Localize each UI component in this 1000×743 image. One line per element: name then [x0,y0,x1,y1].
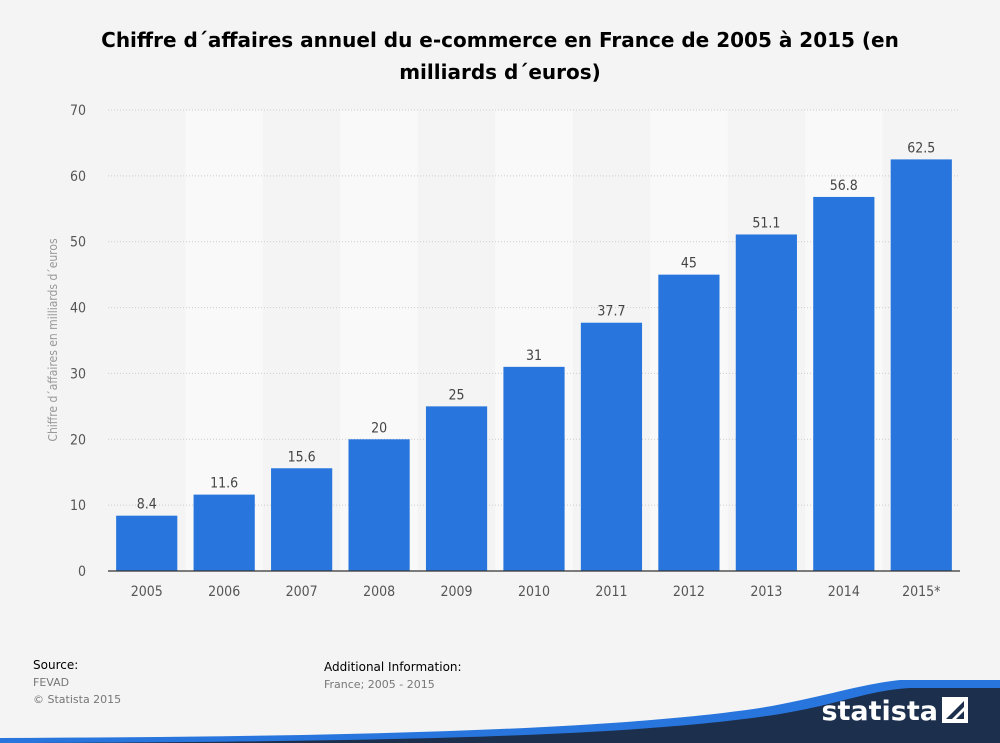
data-label: 45 [681,256,697,272]
data-label: 8.4 [137,497,157,513]
bar [890,159,952,571]
y-tick-label: 20 [70,432,86,448]
bars [116,159,952,571]
y-tick-label: 0 [78,564,86,580]
source-heading: Source: [33,658,79,672]
x-tick-label: 2007 [286,584,318,600]
x-tick-label: 2015* [902,584,940,600]
x-tick-label: 2005 [131,584,163,600]
additional-info-heading: Additional Information: [324,660,462,674]
y-tick-label: 50 [70,235,86,251]
data-label: 62.5 [907,140,935,156]
chart-title-line-2: milliards d´euros) [399,60,601,84]
bar [658,274,720,571]
data-label: 20 [371,420,387,436]
copyright: © Statista 2015 [33,693,122,706]
bar [580,322,643,571]
data-label: 25 [449,387,465,403]
chart-title-line-1: Chiffre d´affaires annuel du e-commerce … [101,28,899,52]
statista-logo-text: statista [821,696,938,727]
data-label: 11.6 [210,476,238,492]
data-label: 31 [526,348,542,364]
x-tick-label: 2009 [441,584,473,600]
source-name: FEVAD [33,676,70,689]
bar [503,366,565,571]
additional-info-text: France; 2005 - 2015 [324,678,435,691]
data-label: 56.8 [830,178,858,194]
y-tick-label: 40 [70,301,86,317]
y-tick-label: 70 [70,103,86,119]
x-tick-label: 2013 [750,584,782,600]
data-label: 51.1 [752,215,780,231]
bar [271,468,333,571]
chart-title: Chiffre d´affaires annuel du e-commerce … [100,24,900,88]
source-block: Source: FEVAD © Statista 2015 [33,657,121,708]
x-tick-label: 2010 [518,584,550,600]
x-axis-ticks: 2005 2006 2007 2008 2009 2010 2011 2012 2013 2014… [131,584,941,600]
y-axis-ticks: 0 10 20 30 40 50 60 70 [70,103,86,580]
bar [425,406,488,571]
data-label: 15.6 [288,449,316,465]
bar [735,234,797,571]
statista-logo-icon [942,697,968,723]
data-label: 37.7 [597,304,625,320]
x-tick-label: 2008 [363,584,395,600]
bar [813,196,875,571]
y-axis-label: Chiffre d´affaires en milliards d´euros [46,238,60,442]
footer-wave-dark [0,688,1000,743]
x-tick-label: 2011 [595,584,627,600]
data-labels: 8.4 11.6 15.6 20 25 31 37.7 45 51.1 56.8 62.5 [137,140,936,512]
band [185,110,263,571]
x-tick-label: 2006 [208,584,240,600]
bar [193,494,255,571]
bar [348,439,410,571]
y-tick-label: 30 [70,366,86,382]
y-tick-label: 10 [70,498,86,514]
y-tick-label: 60 [70,169,86,185]
x-tick-label: 2012 [673,584,705,600]
additional-info-block: Additional Information: France; 2005 - 2… [324,659,462,693]
x-tick-label: 2014 [828,584,860,600]
bar [116,515,178,571]
